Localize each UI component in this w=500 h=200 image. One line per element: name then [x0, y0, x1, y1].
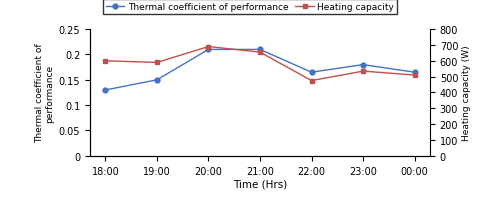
Y-axis label: Heating capacity (W): Heating capacity (W)	[462, 45, 471, 141]
X-axis label: Time (Hrs): Time (Hrs)	[233, 178, 287, 188]
Heating capacity	[206, 46, 212, 49]
Line: Heating capacity: Heating capacity	[103, 45, 417, 84]
Heating capacity	[308, 80, 314, 82]
Thermal coefficient of performance	[154, 79, 160, 82]
Heating capacity	[257, 52, 263, 54]
Line: Thermal coefficient of performance: Thermal coefficient of performance	[103, 48, 417, 93]
Heating capacity	[412, 74, 418, 77]
Heating capacity	[154, 62, 160, 64]
Thermal coefficient of performance	[360, 64, 366, 66]
Thermal coefficient of performance	[102, 89, 108, 92]
Thermal coefficient of performance	[206, 49, 212, 51]
Legend: Thermal coefficient of performance, Heating capacity: Thermal coefficient of performance, Heat…	[104, 0, 397, 15]
Heating capacity	[102, 60, 108, 63]
Thermal coefficient of performance	[257, 49, 263, 51]
Thermal coefficient of performance	[308, 72, 314, 74]
Thermal coefficient of performance	[412, 72, 418, 74]
Y-axis label: Thermal coefficient of
performance: Thermal coefficient of performance	[35, 43, 54, 143]
Heating capacity	[360, 71, 366, 73]
